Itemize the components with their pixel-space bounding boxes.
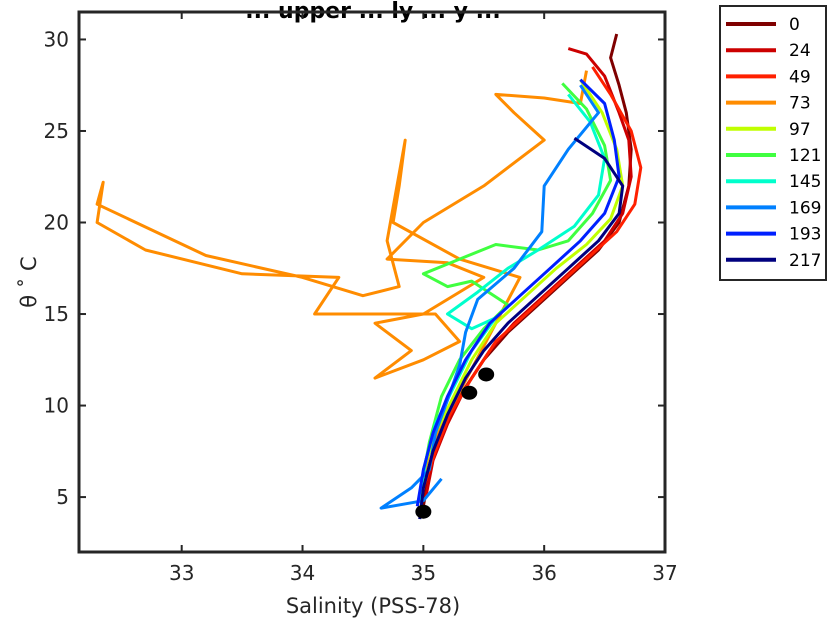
legend-label: 49 bbox=[789, 67, 811, 87]
series-line-24 bbox=[424, 47, 633, 498]
y-tick-label: 25 bbox=[44, 119, 69, 143]
y-tick-label: 5 bbox=[56, 485, 69, 509]
reference-marker bbox=[415, 504, 432, 519]
series-line-193 bbox=[415, 78, 621, 507]
legend-label: 0 bbox=[789, 15, 800, 35]
plot-area bbox=[95, 33, 643, 520]
y-tick-label: 30 bbox=[44, 27, 69, 51]
y-tick-label: 10 bbox=[44, 394, 69, 418]
x-tick-label: 36 bbox=[531, 561, 556, 585]
legend-label: 193 bbox=[789, 225, 821, 245]
x-tick-label: 37 bbox=[652, 561, 677, 585]
y-tick-label: 15 bbox=[44, 302, 69, 326]
series-line-145 bbox=[418, 93, 607, 501]
series-line-0 bbox=[421, 33, 633, 507]
legend-label: 24 bbox=[789, 41, 811, 61]
legend-label: 145 bbox=[789, 172, 821, 192]
legend-label: 169 bbox=[789, 198, 821, 218]
series-line-49 bbox=[421, 66, 643, 489]
x-axis: 33 34 35 36 37 bbox=[169, 12, 678, 585]
series-line-169 bbox=[379, 84, 600, 510]
reference-marker bbox=[478, 367, 495, 382]
y-axis: 5 10 15 20 25 30 bbox=[44, 27, 665, 509]
legend-label: 121 bbox=[789, 146, 821, 166]
plot-frame bbox=[77, 10, 667, 554]
legend-label: 217 bbox=[789, 251, 821, 271]
series-line-217 bbox=[418, 137, 625, 520]
series-line-121 bbox=[419, 82, 613, 489]
reference-marker bbox=[461, 385, 478, 400]
x-axis-label: Salinity (PSS-78) bbox=[286, 594, 460, 618]
legend-label: 97 bbox=[789, 120, 811, 140]
series-line-73 bbox=[95, 70, 588, 507]
reference-markers bbox=[415, 367, 495, 519]
x-tick-label: 35 bbox=[411, 561, 436, 585]
x-tick-label: 34 bbox=[290, 561, 315, 585]
legend-label: 73 bbox=[789, 94, 811, 114]
legend: 0 24 49 73 97 121 145 169 193 217 bbox=[719, 5, 827, 281]
y-axis-label: θ ˚ C bbox=[17, 256, 41, 307]
x-tick-label: 33 bbox=[169, 561, 194, 585]
y-tick-label: 20 bbox=[44, 211, 69, 235]
